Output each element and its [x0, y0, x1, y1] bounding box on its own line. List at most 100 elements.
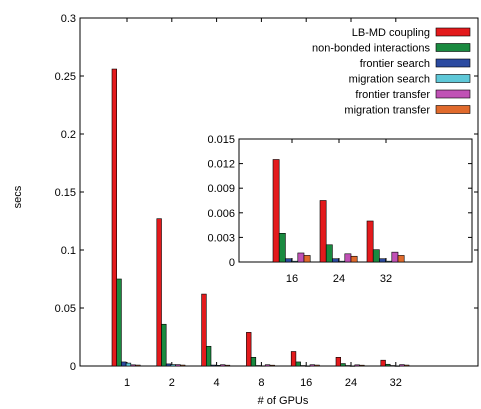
bar: [272, 159, 280, 263]
y-tick-label: 0.006: [207, 208, 235, 220]
bar: [354, 364, 360, 367]
bar: [291, 260, 299, 263]
legend-label: LB-MD coupling: [352, 27, 430, 39]
bar: [359, 364, 365, 367]
bar: [278, 233, 286, 263]
inset-chart: 0 0.003 0.006 0.009 0.012 0.015 16 24 32: [207, 134, 473, 285]
bar: [180, 364, 186, 367]
y-tick-label: 0.1: [61, 245, 76, 257]
bar: [255, 365, 261, 367]
bar: [379, 258, 386, 263]
x-tick-label: 32: [380, 273, 392, 285]
bar: [345, 365, 351, 367]
legend-swatch: [435, 74, 471, 83]
bar: [156, 218, 162, 367]
y-tick-label: 0.05: [55, 303, 76, 315]
bar: [297, 252, 305, 263]
x-tick-label: 24: [333, 273, 345, 285]
bar: [161, 323, 167, 367]
bar: [309, 364, 315, 367]
y-tick-label: 0: [229, 257, 235, 269]
bar: [319, 200, 327, 263]
legend-swatch: [435, 89, 471, 99]
y-tick-label: 0.003: [207, 232, 235, 244]
y-tick-label: 0.25: [55, 71, 76, 83]
x-tick-label: 2: [169, 377, 175, 389]
bar: [210, 364, 216, 367]
x-tick-label: 8: [258, 377, 264, 389]
bar: [130, 364, 136, 367]
x-tick-label: 16: [286, 273, 298, 285]
legend-label: migration search: [349, 74, 430, 86]
bar: [121, 361, 127, 367]
bar: [385, 363, 391, 367]
bar: [250, 356, 257, 367]
legend-swatch: [435, 58, 471, 68]
bar: [338, 260, 346, 263]
bar: [349, 365, 356, 367]
bar: [344, 253, 352, 263]
bar: [372, 249, 380, 263]
y-tick-label: 0.009: [207, 183, 235, 195]
x-tick-label: 32: [390, 377, 402, 389]
legend: LB-MD coupling non-bonded interactions fro…: [312, 27, 471, 117]
y-tick-label: 0: [70, 361, 76, 373]
x-tick-label: 4: [214, 377, 220, 389]
bar: [391, 251, 399, 263]
bar: [389, 365, 396, 367]
bar: [303, 255, 311, 263]
bar: [397, 255, 405, 263]
legend-swatch: [435, 27, 471, 37]
bar: [325, 244, 333, 263]
bar: [304, 365, 311, 367]
y-tick-label: 0.012: [207, 159, 235, 171]
bar: [366, 220, 374, 263]
bar: [403, 364, 410, 367]
bar: [385, 260, 393, 263]
bar: [335, 356, 341, 367]
bar: [260, 365, 266, 367]
bar: [300, 365, 306, 367]
bar: [332, 258, 339, 263]
x-tick-label: 1: [124, 377, 130, 389]
bar: [206, 345, 212, 367]
bar: [224, 364, 231, 367]
x-axis-label: # of GPUs: [258, 395, 309, 407]
legend-swatch: [435, 105, 471, 114]
y-axis-label: secs: [12, 185, 24, 208]
legend-label: frontier search: [360, 58, 430, 70]
bar: [220, 364, 226, 367]
bar: [175, 364, 181, 367]
bar: [394, 365, 400, 367]
legend-label: non-bonded interactions: [312, 43, 431, 55]
legend-label: frontier transfer: [355, 89, 430, 101]
x-tick-label: 16: [300, 377, 312, 389]
bar: [111, 68, 117, 367]
legend-label: migration transfer: [344, 105, 430, 117]
y-tick-label: 0.15: [55, 187, 76, 199]
bar: [215, 365, 221, 367]
bar: [125, 362, 132, 367]
bar: [295, 361, 301, 367]
bar: [285, 258, 292, 263]
bar: [116, 278, 122, 367]
bar: [201, 293, 207, 367]
y-tick-label: 0.2: [61, 129, 76, 141]
bar: [264, 364, 271, 367]
bar: [135, 364, 141, 367]
legend-swatch: [435, 43, 471, 52]
y-tick-label: 0.3: [61, 13, 76, 25]
bar: [380, 359, 386, 367]
bar: [340, 363, 346, 367]
bar: [290, 351, 297, 367]
bar: [269, 364, 275, 367]
bar: [314, 364, 320, 367]
bar: [399, 364, 405, 367]
bar: [246, 332, 252, 367]
y-tick-label: 0.015: [207, 134, 235, 146]
bar: [170, 364, 176, 367]
bar: [350, 255, 358, 263]
x-tick-label: 24: [345, 377, 357, 389]
bar: [165, 363, 172, 367]
